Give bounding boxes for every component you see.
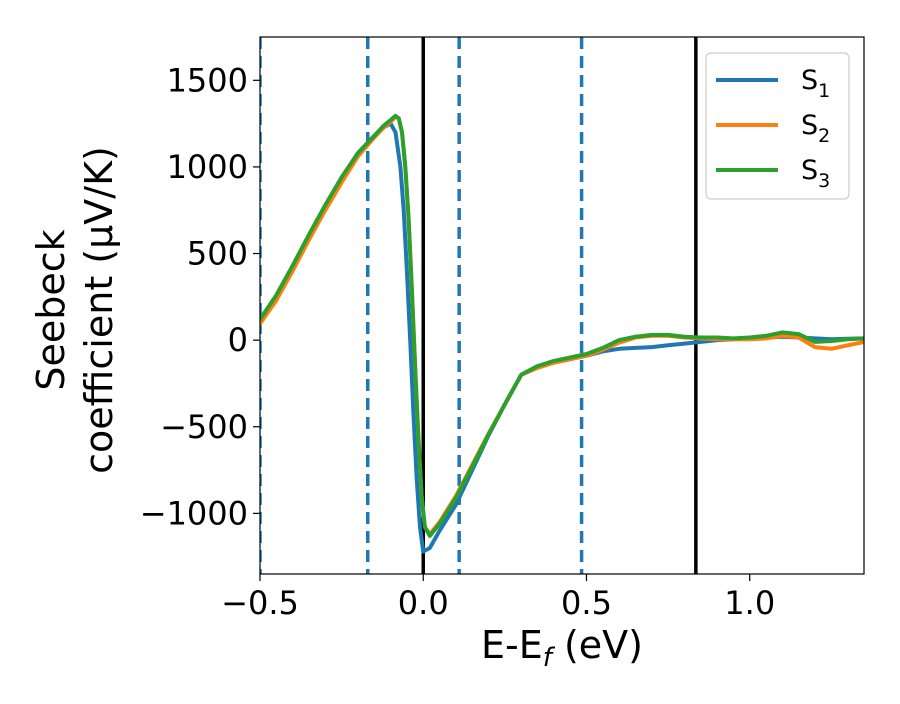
legend-label-s2: S2: [801, 110, 830, 147]
x-tick-label-1: 0.0: [398, 584, 449, 622]
y-tick-label-1: −500: [160, 408, 248, 446]
x-axis-title: E-Ef (eV): [481, 623, 643, 673]
x-axis-title-unit: (eV): [552, 623, 643, 667]
legend: S1 S2 S3: [705, 52, 850, 200]
y-axis-title-line-1: Seebeck: [29, 229, 73, 390]
y-axis-title-line-2: coefficient (μV/K): [77, 146, 121, 474]
x-tick-label-3: 1.0: [724, 584, 775, 622]
y-tick-label-0: −1000: [140, 494, 248, 532]
x-axis-title-main: E-E: [481, 623, 543, 667]
y-tick-label-5: 1500: [167, 61, 248, 99]
y-axis: −1000 −500 0 500 1000 1500: [140, 61, 260, 532]
legend-label-s3: S3: [801, 155, 830, 192]
y-tick-label-4: 1000: [167, 148, 248, 186]
plot-frame: [259, 36, 865, 575]
x-tick-label-2: 0.5: [561, 584, 612, 622]
reference-lines: [260, 37, 698, 574]
series-lines: [260, 113, 864, 554]
y-tick-label-3: 500: [187, 235, 248, 273]
y-tick-label-2: 0: [228, 321, 248, 359]
series-line-s3: [260, 113, 864, 538]
legend-label-s1: S1: [801, 65, 830, 102]
x-tick-label-0: −0.5: [221, 584, 299, 622]
x-axis: −0.5 0.0 0.5 1.0: [221, 574, 775, 622]
